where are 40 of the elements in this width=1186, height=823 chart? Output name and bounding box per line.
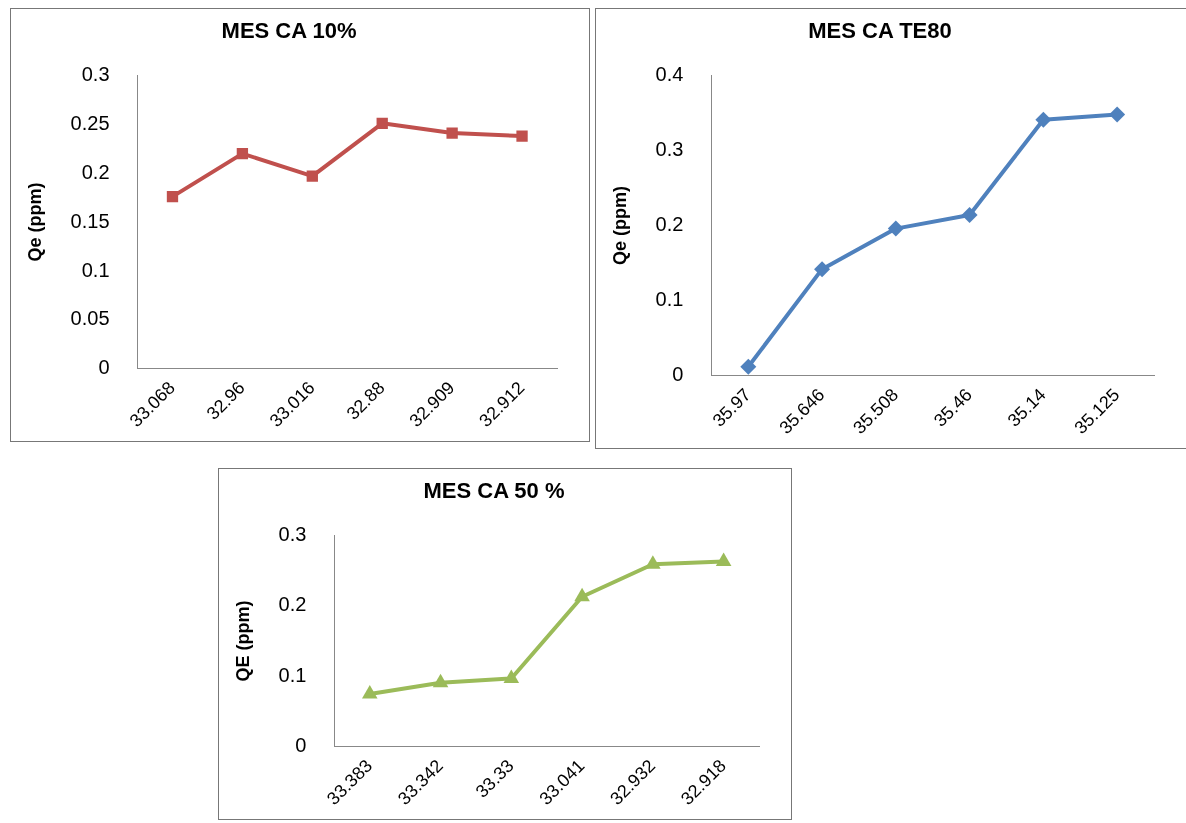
y-tick-label: 0 [295, 734, 307, 757]
y-tick-label: 0.3 [655, 138, 684, 161]
point [446, 127, 458, 139]
y-tick-label: 0.05 [70, 307, 110, 330]
point [516, 130, 528, 142]
point [887, 220, 904, 237]
point [306, 170, 318, 182]
y-tick-label: 0.4 [655, 62, 684, 85]
point [166, 191, 179, 203]
point [376, 117, 388, 129]
point [1035, 111, 1052, 128]
point [503, 669, 520, 683]
point [645, 555, 661, 569]
y-tick-label: 0.3 [278, 522, 307, 545]
point [574, 587, 590, 602]
y-tick-label: 0 [672, 363, 684, 386]
chart-title: MES CA 10% [221, 18, 357, 44]
y-tick-label: 0.2 [655, 213, 684, 236]
point [715, 552, 732, 566]
y-tick-label: 0.2 [278, 593, 307, 616]
chart-title: MES CA TE80 [808, 18, 952, 44]
y-tick-label: 0.15 [70, 209, 110, 232]
point [740, 358, 757, 375]
y-axis-title: Qe (ppm) [609, 186, 630, 266]
point [1109, 106, 1126, 123]
y-tick-label: 0.25 [70, 111, 110, 134]
y-axis-title: QE (ppm) [232, 600, 253, 682]
point [961, 207, 978, 224]
point [432, 673, 449, 688]
y-tick-label: 0.2 [81, 160, 110, 183]
y-tick-label: 0.1 [81, 258, 110, 281]
point [361, 684, 378, 699]
point [236, 147, 249, 160]
y-tick-label: 0.1 [278, 663, 307, 686]
y-tick-label: 0.1 [655, 288, 684, 311]
y-axis-title: Qe (ppm) [24, 182, 45, 262]
y-tick-label: 0 [98, 356, 110, 379]
y-tick-label: 0.3 [81, 62, 110, 85]
point [814, 261, 831, 278]
chart-title: MES CA 50 % [423, 478, 565, 504]
